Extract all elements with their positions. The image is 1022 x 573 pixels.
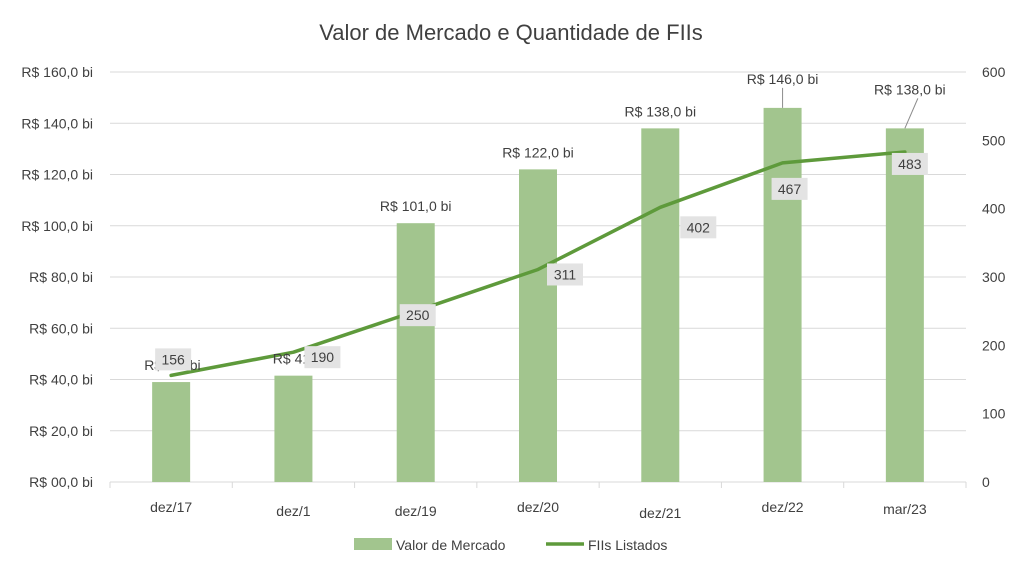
- y-right-tick-label: 300: [982, 269, 1006, 285]
- line-label-box: [399, 304, 436, 327]
- line-data-label: 483: [898, 156, 922, 172]
- line-label-box: [547, 263, 583, 286]
- line-data-label: 190: [311, 349, 335, 365]
- fiis-listados-line: [169, 150, 907, 378]
- bar-data-label-suffix: bi: [190, 357, 201, 373]
- line-label-box: [891, 152, 928, 175]
- axes: R$ 00,0 bi R$ 20,0 bi R$ 40,0 bi R$ 60,0 bi…: [21, 64, 1005, 521]
- legend-swatch-valor-de-mercado: [354, 538, 392, 550]
- bar: [152, 382, 191, 482]
- label-leader-line: [904, 98, 919, 129]
- y-left-tick-label: R$ 160,0 bi: [21, 64, 93, 80]
- y-right-tick-label: 500: [982, 132, 1006, 148]
- y-left-tick-label: R$ 100,0 bi: [21, 218, 93, 234]
- y-left-tick-label: R$ 40,0 bi: [29, 372, 93, 388]
- bar: [519, 169, 557, 482]
- bar-data-label: R$ 122,0 bi: [502, 144, 574, 160]
- y-left-tick-label: R$ 20,0 bi: [29, 423, 93, 439]
- y-left-tick-label: R$ 00,0 bi: [29, 474, 93, 490]
- y-left-tick-label: R$ 140,0 bi: [21, 115, 93, 131]
- x-tick-label: dez/1: [276, 503, 310, 519]
- x-tick-label: mar/23: [883, 501, 927, 517]
- legend-label-fiis-listados: FIIs Listados: [588, 537, 667, 553]
- y-left-tick-label: R$ 60,0 bi: [29, 320, 93, 336]
- line-data-label: 467: [778, 181, 802, 197]
- x-tick-label: dez/21: [639, 505, 681, 521]
- legend-label-valor-de-mercado: Valor de Mercado: [396, 537, 506, 553]
- bars: [152, 107, 924, 482]
- y-right-tick-label: 200: [982, 337, 1006, 353]
- y-right-tick-label: 400: [982, 201, 1006, 217]
- data-labels: R$ R$ 41,R$ 101,0 biR$ 122,0 biR$ 138,0 b…: [144, 71, 945, 373]
- bar: [763, 107, 802, 482]
- line-data-label: 250: [406, 307, 430, 323]
- y-right-tick-label: 0: [982, 474, 990, 490]
- line-data-label: 311: [554, 266, 577, 282]
- bar: [641, 128, 680, 482]
- line-label-box: [155, 348, 192, 371]
- bar-data-label: R$ 41,: [273, 351, 314, 367]
- line-data-label: 402: [687, 219, 711, 235]
- y-left-tick-label: R$ 120,0 bi: [21, 167, 93, 183]
- x-tick-label: dez/17: [150, 499, 192, 515]
- bar: [396, 223, 435, 482]
- line-label-box: [771, 177, 808, 200]
- y-right-tick-label: 600: [982, 64, 1006, 80]
- legend: Valor de Mercado FIIs Listados: [354, 537, 667, 553]
- line-label-box: [304, 346, 341, 369]
- x-tick-label: dez/20: [517, 499, 559, 515]
- bar-data-label: R$ 138,0 bi: [874, 81, 946, 97]
- x-tick-label: dez/22: [762, 499, 804, 515]
- y-left-tick-label: R$ 80,0 bi: [29, 269, 93, 285]
- bar-data-label: R$ 146,0 bi: [747, 71, 819, 87]
- line-series: [169, 150, 907, 378]
- bar-data-label: R$ 101,0 bi: [380, 198, 452, 214]
- chart-title: Valor de Mercado e Quantidade de FIIs: [319, 20, 703, 45]
- x-tick-label: dez/19: [395, 503, 437, 519]
- bar: [885, 128, 924, 482]
- line-label-box: [680, 216, 717, 239]
- bar: [274, 375, 313, 482]
- line-data-label: 156: [161, 351, 185, 367]
- y-right-tick-label: 100: [982, 406, 1006, 422]
- bar-data-label: R$ 138,0 bi: [624, 103, 696, 119]
